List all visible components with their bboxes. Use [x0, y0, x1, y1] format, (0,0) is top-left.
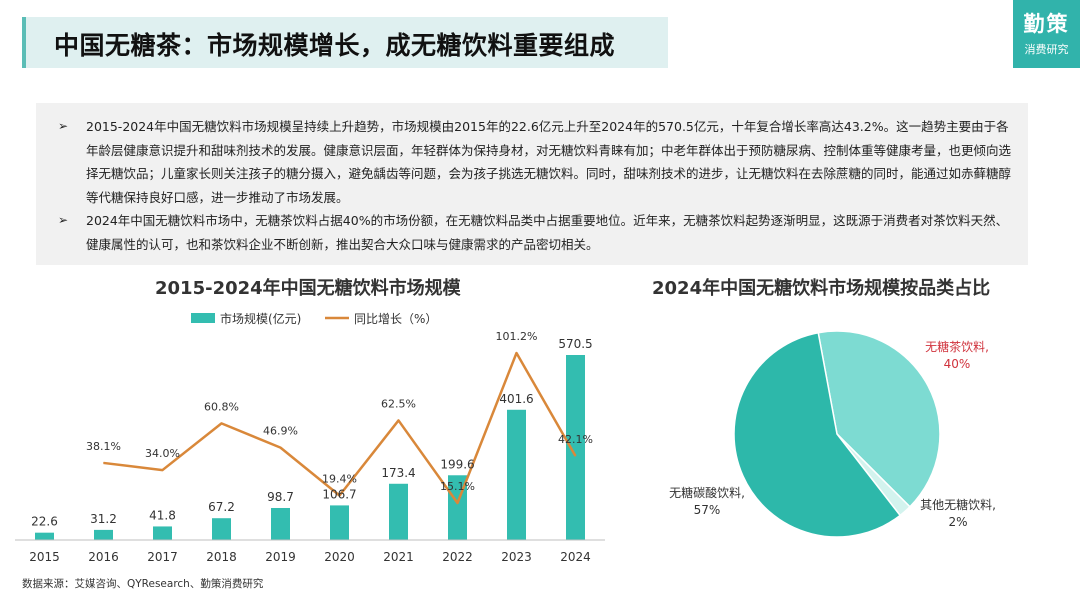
bar-2021 [389, 483, 408, 540]
pie-slice [733, 331, 902, 538]
x-tick-label: 2020 [324, 550, 355, 564]
bar-2020 [330, 505, 349, 540]
pie-chart-title: 2024年中国无糖饮料市场规模按品类占比 [652, 278, 991, 299]
growth-value-label: 46.9% [263, 425, 298, 438]
x-tick-label: 2021 [383, 550, 414, 564]
growth-point [221, 422, 222, 424]
bullet-arrow-icon: ➢ [58, 213, 69, 227]
bar-value-label: 41.8 [149, 508, 176, 522]
x-tick-label: 2015 [29, 550, 60, 564]
pie-slice-label: 其他无糖饮料, [920, 497, 996, 512]
growth-point [339, 495, 340, 497]
bar-value-label: 199.6 [440, 457, 474, 471]
legend-swatch-bar [191, 313, 215, 323]
bar-2017 [153, 526, 172, 540]
page-title: 中国无糖茶：市场规模增长，成无糖饮料重要组成 [54, 31, 616, 60]
bar-2022 [448, 475, 467, 540]
bar-2023 [507, 409, 526, 540]
growth-value-label: 19.4% [322, 473, 357, 486]
growth-value-label: 60.8% [204, 400, 239, 413]
legend-label-line: 同比增长（%） [354, 312, 437, 326]
bar-value-label: 31.2 [90, 512, 117, 526]
brand-logo: 勤策 消费研究 [1013, 0, 1080, 68]
growth-point [516, 352, 517, 354]
summary-paragraph-2: 2024年中国无糖饮料市场中，无糖茶饮料占据40%的市场份额，在无糖饮料品类中占… [86, 213, 1009, 252]
growth-value-label: 38.1% [86, 440, 121, 453]
bar-value-label: 106.7 [322, 487, 356, 501]
x-tick-label: 2019 [265, 550, 296, 564]
growth-point [398, 419, 399, 421]
growth-value-label: 34.0% [145, 447, 180, 460]
growth-point [162, 469, 163, 471]
bar-value-label: 22.6 [31, 515, 58, 529]
summary-paragraph-1: 2015-2024年中国无糖饮料市场规模呈持续上升趋势，市场规模由2015年的2… [86, 119, 1012, 205]
growth-value-label: 62.5% [381, 397, 416, 410]
x-tick-label: 2016 [88, 550, 119, 564]
bar-2019 [271, 507, 290, 540]
logo-sub-text: 消费研究 [1024, 43, 1069, 56]
bar-2018 [212, 518, 231, 540]
pie-slice [836, 433, 911, 517]
growth-point [575, 455, 576, 457]
pie-slice-label: 无糖碳酸饮料, [669, 485, 745, 500]
bar-2016 [94, 529, 113, 540]
x-tick-label: 2024 [560, 550, 591, 564]
bar-value-label: 67.2 [208, 500, 235, 514]
logo-main-text: 勤策 [1023, 12, 1070, 36]
x-tick-label: 2017 [147, 550, 178, 564]
bar-value-label: 401.6 [499, 392, 533, 406]
x-tick-label: 2023 [501, 550, 532, 564]
growth-value-label: 15.1% [440, 480, 475, 493]
pie-slice-percent: 2% [948, 515, 967, 529]
pie-slice-percent: 57% [694, 503, 721, 517]
bar-value-label: 98.7 [267, 490, 294, 504]
summary-box: ➢ 2015-2024年中国无糖饮料市场规模呈持续上升趋势，市场规模由2015年… [36, 103, 1028, 265]
bar-value-label: 570.5 [558, 337, 592, 351]
pie-slice [817, 330, 941, 508]
pie-slice-label: 无糖茶饮料, [925, 339, 989, 354]
growth-value-label: 101.2% [496, 330, 538, 343]
bullet-arrow-icon: ➢ [58, 119, 69, 133]
growth-point [280, 447, 281, 449]
x-tick-label: 2022 [442, 550, 473, 564]
bar-2024 [566, 355, 585, 540]
growth-line [103, 351, 577, 505]
bar-chart-title: 2015-2024年中国无糖饮料市场规模 [155, 278, 461, 299]
x-tick-label: 2018 [206, 550, 237, 564]
legend-label-bar: 市场规模(亿元) [220, 311, 301, 326]
bar-value-label: 173.4 [381, 466, 415, 480]
title-banner: 中国无糖茶：市场规模增长，成无糖饮料重要组成 [22, 17, 668, 68]
growth-point [103, 462, 104, 464]
bar-2015 [35, 532, 54, 540]
data-source-note: 数据来源：艾媒咨询、QYResearch、勤策消费研究 [22, 578, 264, 590]
growth-value-label: 42.1% [558, 433, 593, 446]
growth-point [457, 502, 458, 504]
pie-slice-percent: 40% [944, 357, 971, 371]
